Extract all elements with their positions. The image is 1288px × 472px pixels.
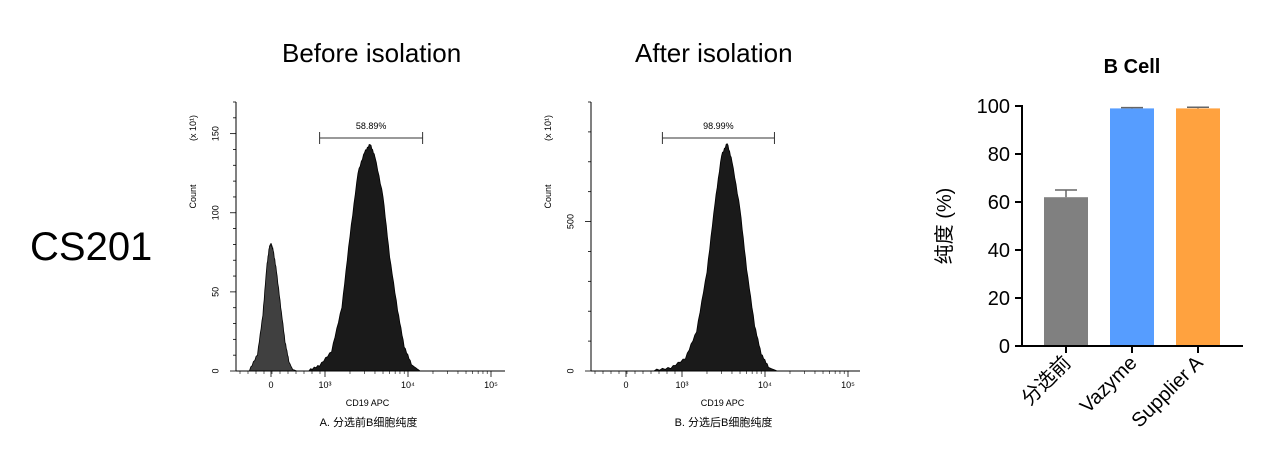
hist-b-y-axis-label: Count xyxy=(543,184,553,209)
hist-b-x-tick-label: 10⁴ xyxy=(758,380,772,390)
hist-a-y-axis-label: Count xyxy=(188,184,198,209)
hist-b-x-tick-label: 0 xyxy=(623,380,628,390)
hist-a-caption: A. 分选前B细胞纯度 xyxy=(320,415,418,429)
bar-x-tick-label: Supplier A xyxy=(1128,352,1208,432)
bar-1 xyxy=(1110,108,1154,347)
bar-0 xyxy=(1044,197,1088,346)
hist-b-caption: B. 分选后B细胞纯度 xyxy=(675,415,773,429)
bar-y-axis-label: 纯度 (%) xyxy=(933,188,956,265)
hist-a-y-tick-label: 100 xyxy=(210,205,220,220)
histogram-a-series-0 xyxy=(248,243,298,372)
hist-a-x-tick-label: 10⁵ xyxy=(484,380,498,390)
bar-y-tick-label: 80 xyxy=(988,144,1010,166)
hist-a-y-tick-label: 50 xyxy=(210,287,220,297)
hist-a-x-axis-label: CD19 APC xyxy=(346,398,390,408)
hist-b-x-tick-label: 10³ xyxy=(675,380,688,390)
hist-a-y-tick-label: 150 xyxy=(210,126,220,141)
bar-y-tick-label: 60 xyxy=(988,192,1010,214)
hist-b-y-multiplier: (x 10¹) xyxy=(543,115,553,141)
hist-b-x-tick-label: 10⁵ xyxy=(841,380,855,390)
bar-x-tick-label: Vazyme xyxy=(1076,352,1142,418)
hist-b-y-tick-label: 500 xyxy=(565,214,575,229)
after-panel-title: After isolation xyxy=(635,38,793,68)
bar-chart-title: B Cell xyxy=(1104,56,1161,78)
row-label: CS201 xyxy=(30,225,153,269)
bar-2 xyxy=(1176,108,1220,347)
bar-y-tick-label: 100 xyxy=(977,96,1010,118)
bar-x-tick-label: 分选前 xyxy=(1017,351,1076,410)
hist-a-x-tick-label: 10³ xyxy=(318,380,331,390)
hist-b-gate-label: 98.99% xyxy=(703,121,734,131)
histogram-a-series-1 xyxy=(307,144,422,372)
hist-a-x-tick-label: 10⁴ xyxy=(401,380,415,390)
before-panel-title: Before isolation xyxy=(282,38,462,68)
bar-y-tick-label: 0 xyxy=(999,336,1010,358)
hist-a-x-tick-label: 0 xyxy=(268,380,273,390)
bar-y-tick-label: 40 xyxy=(988,240,1010,262)
hist-b-x-axis-label: CD19 APC xyxy=(701,398,745,408)
bar-y-tick-label: 20 xyxy=(988,288,1010,310)
hist-a-y-tick-label: 0 xyxy=(210,368,220,373)
histogram-b-series-0 xyxy=(652,143,778,372)
hist-a-y-multiplier: (x 10¹) xyxy=(188,115,198,141)
hist-b-y-tick-label: 0 xyxy=(565,368,575,373)
hist-a-gate-label: 58.89% xyxy=(356,121,387,131)
